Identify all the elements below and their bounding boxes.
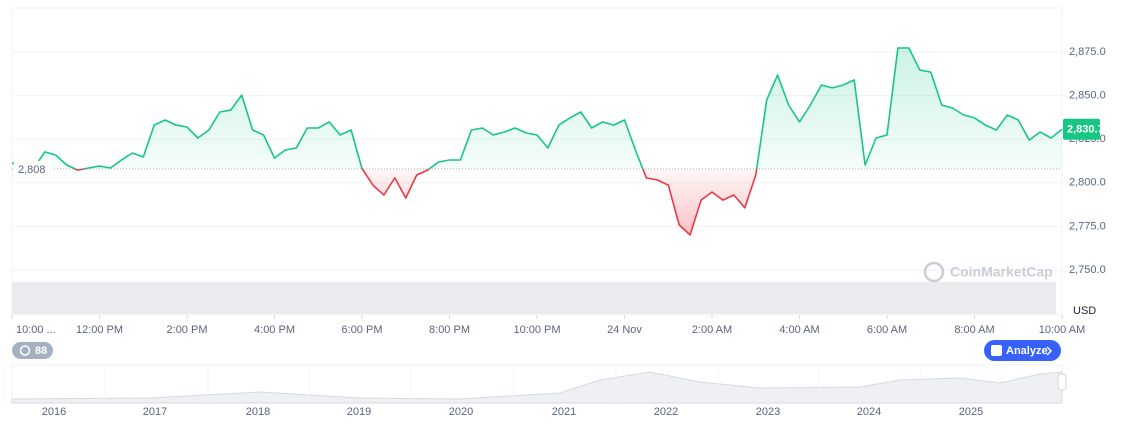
navigator-year: 2023: [756, 406, 780, 418]
x-tick-label: 10:00 PM: [513, 324, 560, 336]
navigator-year: 2025: [959, 406, 983, 418]
y-tick-label: 2,775.0: [1069, 220, 1106, 232]
y-tick-label: 2,875.0: [1069, 46, 1106, 58]
y-tick-label: 2,800.0: [1069, 177, 1106, 189]
x-tick-label: 6:00 AM: [867, 324, 907, 336]
watermark: CoinMarketCap: [923, 261, 1053, 283]
navigator: [11, 364, 1067, 404]
x-tick-label: 2:00 AM: [692, 324, 732, 336]
price-area: [12, 48, 1062, 235]
baseline-label-bg: [14, 160, 52, 177]
last-price-box: [1063, 118, 1100, 140]
price-line: [11, 47, 1063, 236]
watermark-text: CoinMarketCap: [950, 264, 1053, 280]
x-tick-label: 4:00 AM: [779, 324, 819, 336]
analyze-button[interactable]: Analyze: [984, 340, 1061, 361]
navigator-year: 2022: [654, 406, 678, 418]
x-tick-label: 24 Nov: [607, 324, 642, 336]
navigator-year: 2021: [552, 406, 576, 418]
x-tick-label: 2:00 PM: [167, 324, 208, 336]
last-price-label: 2,830.7: [1067, 124, 1104, 136]
volume-area: [12, 282, 1056, 314]
navigator-year: 2016: [42, 406, 66, 418]
badge: 88: [12, 342, 53, 359]
x-tick-label: 12:00 PM: [76, 324, 123, 336]
analyze-text[interactable]: Analyze: [1006, 345, 1048, 357]
navigator-year: 2018: [246, 406, 270, 418]
currency-label: USD: [1073, 305, 1096, 317]
badge-text: 88: [35, 345, 47, 357]
x-tick-label: 10:00 ...: [16, 324, 56, 336]
x-tick-label: 8:00 AM: [954, 324, 994, 336]
navigator-year: 2017: [143, 406, 167, 418]
y-tick-label: 2,850.0: [1069, 90, 1106, 102]
navigator-year: 2019: [347, 406, 371, 418]
navigator-year: 2024: [857, 406, 881, 418]
navigator-year: 2020: [449, 406, 473, 418]
x-tick-label: 8:00 PM: [429, 324, 470, 336]
x-tick-label: 10:00 AM: [1039, 324, 1085, 336]
x-tick-label: 6:00 PM: [342, 324, 383, 336]
x-tick-label: 4:00 PM: [254, 324, 295, 336]
baseline-label: 2,808: [18, 164, 46, 176]
y-tick-label: 2,750.0: [1069, 264, 1106, 276]
